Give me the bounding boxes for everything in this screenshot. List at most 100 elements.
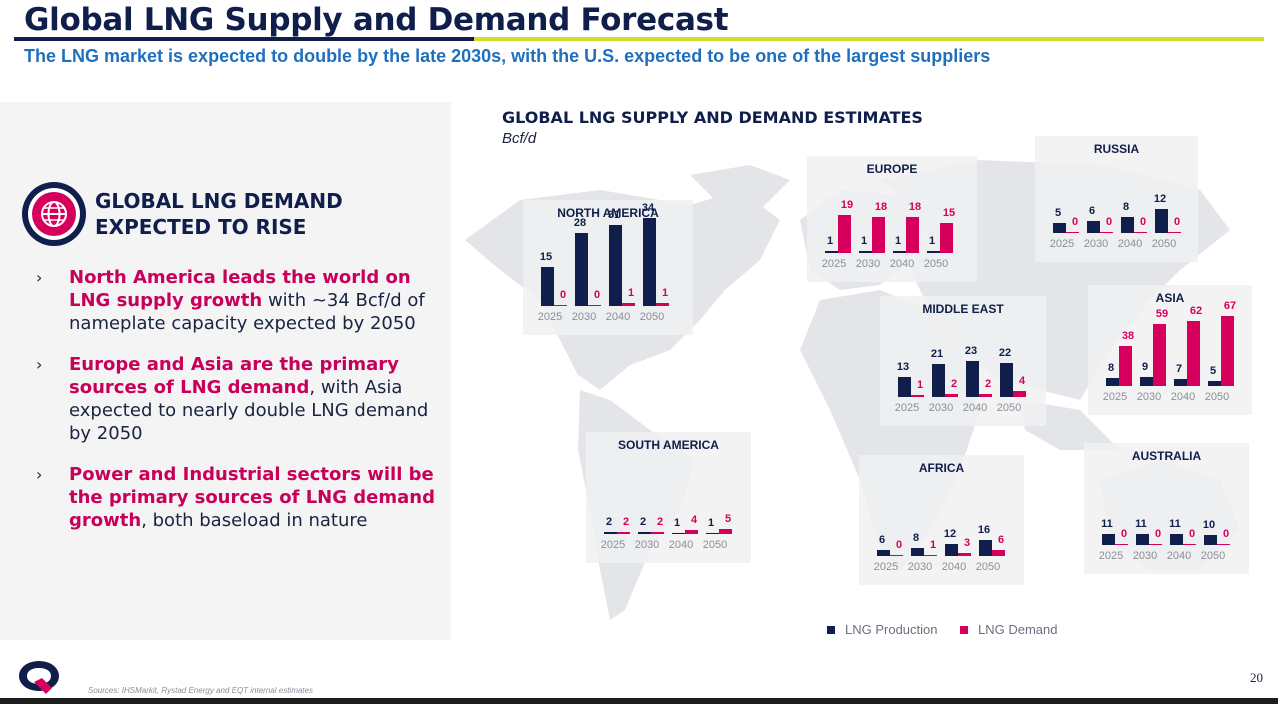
year-tick-label: 2050 bbox=[639, 311, 665, 323]
demand-bar bbox=[719, 529, 732, 534]
production-value-label: 11 bbox=[1135, 518, 1147, 530]
production-value-label: 16 bbox=[977, 524, 991, 536]
bullet-text: , with Asia expected to nearly double LN… bbox=[69, 377, 429, 444]
production-value-label: 1 bbox=[826, 235, 834, 247]
legend-label-production: LNG Production bbox=[845, 622, 938, 637]
demand-value-label: 1 bbox=[929, 538, 937, 551]
production-bar bbox=[979, 540, 992, 556]
production-bar bbox=[877, 550, 890, 556]
region-label: AUSTRALIA bbox=[1131, 449, 1202, 463]
panel-heading: GLOBAL LNG DEMAND EXPECTED TO RISE bbox=[95, 189, 343, 239]
year-tick-label: 2030 bbox=[571, 311, 597, 323]
year-tick-label: 2030 bbox=[1083, 238, 1109, 250]
demand-value-label: 19 bbox=[840, 199, 854, 211]
region-asia: ASIA 2025 2030 2040 2050 8 38 9 59 7 62 5 67 bbox=[1088, 285, 1252, 415]
demand-value-label: 0 bbox=[1173, 215, 1181, 228]
year-tick-label: 2040 bbox=[941, 561, 967, 573]
chart-title: GLOBAL LNG SUPPLY AND DEMAND ESTIMATES bbox=[502, 108, 923, 127]
demand-bar bbox=[554, 304, 567, 306]
demand-bar bbox=[1100, 231, 1113, 233]
year-tick-label: 2050 bbox=[923, 258, 949, 270]
year-tick-label: 2030 bbox=[634, 539, 660, 551]
region-label: NORTH AMERICA bbox=[557, 206, 659, 220]
demand-bar bbox=[651, 532, 664, 534]
chart-unit: Bcf/d bbox=[502, 130, 537, 147]
demand-value-label: 6 bbox=[997, 534, 1005, 546]
region-south-america: SOUTH AMERICA 2025 2030 2040 2050 2 2 2 2 1 4 1 5 bbox=[586, 432, 751, 563]
bullet-highlight: Power and Industrial sectors will be the… bbox=[69, 464, 435, 531]
year-tick-label: 2040 bbox=[1166, 550, 1192, 562]
region-label: ASIA bbox=[1155, 291, 1185, 305]
production-value-label: 6 bbox=[878, 534, 886, 546]
production-value-label: 34 bbox=[641, 201, 655, 214]
year-tick-label: 2050 bbox=[975, 561, 1001, 573]
year-tick-label: 2025 bbox=[1049, 238, 1075, 250]
demand-bar bbox=[1066, 231, 1079, 233]
production-value-label: 1 bbox=[673, 516, 681, 529]
bullet-highlight: Europe and Asia are the primary sources … bbox=[69, 354, 399, 398]
production-value-label: 31 bbox=[607, 209, 621, 222]
production-value-label: 1 bbox=[707, 516, 715, 529]
production-value-label: 12 bbox=[943, 528, 957, 540]
production-bar bbox=[604, 532, 617, 534]
footer-rule bbox=[0, 698, 1278, 704]
demand-bar bbox=[1149, 543, 1162, 545]
year-tick-label: 2040 bbox=[1117, 238, 1143, 250]
legend-label-demand: LNG Demand bbox=[978, 622, 1058, 637]
year-tick-label: 2040 bbox=[1170, 391, 1196, 403]
production-bar bbox=[859, 251, 872, 253]
year-tick-label: 2030 bbox=[1136, 391, 1162, 403]
production-bar bbox=[1087, 221, 1100, 233]
bullet-text: , both baseload in nature bbox=[141, 510, 368, 531]
region-russia: RUSSIA 2025 2030 2040 2050 5 0 6 0 8 0 12 0 bbox=[1035, 136, 1198, 262]
page-number: 20 bbox=[1250, 670, 1263, 685]
production-value-label: 28 bbox=[573, 217, 587, 230]
production-bar bbox=[1136, 534, 1149, 545]
region-australia: AUSTRALIA 2025 2030 2040 2050 11 0 11 0 11 0 10 0 bbox=[1084, 443, 1249, 574]
page-subtitle: The LNG market is expected to double by … bbox=[24, 46, 991, 66]
year-tick-label: 2025 bbox=[873, 561, 899, 573]
demand-value-label: 0 bbox=[1071, 215, 1079, 228]
bullet-highlight: North America leads the world on LNG sup… bbox=[69, 267, 411, 311]
demand-value-label: 0 bbox=[559, 288, 567, 301]
page-title: Global LNG Supply and Demand Forecast bbox=[24, 2, 729, 38]
demand-value-label: 4 bbox=[690, 514, 698, 526]
region-label: SOUTH AMERICA bbox=[618, 438, 719, 452]
year-tick-label: 2030 bbox=[855, 258, 881, 270]
chevron-right-icon: › bbox=[36, 355, 43, 374]
demand-bar bbox=[617, 532, 630, 534]
demand-bar bbox=[979, 393, 992, 397]
production-value-label: 2 bbox=[605, 516, 613, 528]
production-bar bbox=[706, 532, 719, 534]
production-bar bbox=[672, 532, 685, 534]
bullet-text: with ~34 Bcf/d of nameplate capacity exp… bbox=[69, 290, 425, 334]
production-bar bbox=[638, 532, 651, 534]
region-africa: AFRICA 2025 2030 2040 2050 6 0 8 1 12 3 16 6 bbox=[859, 455, 1024, 585]
demand-value-label: 2 bbox=[950, 377, 958, 390]
production-bar bbox=[1000, 362, 1013, 397]
production-value-label: 6 bbox=[1088, 205, 1096, 217]
production-value-label: 22 bbox=[998, 346, 1012, 359]
demand-bar bbox=[1183, 543, 1196, 545]
chevron-right-icon: › bbox=[36, 465, 43, 484]
year-tick-label: 2025 bbox=[600, 539, 626, 551]
demand-value-label: 0 bbox=[1222, 527, 1230, 540]
demand-bar bbox=[992, 550, 1005, 556]
production-value-label: 23 bbox=[964, 345, 978, 358]
demand-bar bbox=[1119, 346, 1132, 386]
bullet-item: › Power and Industrial sectors will be t… bbox=[36, 463, 436, 532]
title-rule-accent bbox=[474, 37, 1264, 41]
demand-value-label: 0 bbox=[1154, 527, 1162, 540]
globe-icon bbox=[22, 182, 86, 246]
demand-value-label: 2 bbox=[656, 516, 664, 528]
year-tick-label: 2030 bbox=[1132, 550, 1158, 562]
demand-bar bbox=[890, 554, 903, 556]
production-value-label: 1 bbox=[928, 235, 936, 247]
region-north-america: NORTH AMERICA 2025 2030 2040 2050 15 0 28 0 31 1 34… bbox=[523, 200, 693, 335]
demand-value-label: 1 bbox=[661, 287, 669, 300]
production-bar bbox=[1204, 535, 1217, 545]
production-value-label: 8 bbox=[912, 532, 920, 544]
production-value-label: 5 bbox=[1209, 364, 1217, 377]
demand-value-label: 0 bbox=[895, 538, 903, 551]
demand-bar bbox=[622, 303, 635, 306]
